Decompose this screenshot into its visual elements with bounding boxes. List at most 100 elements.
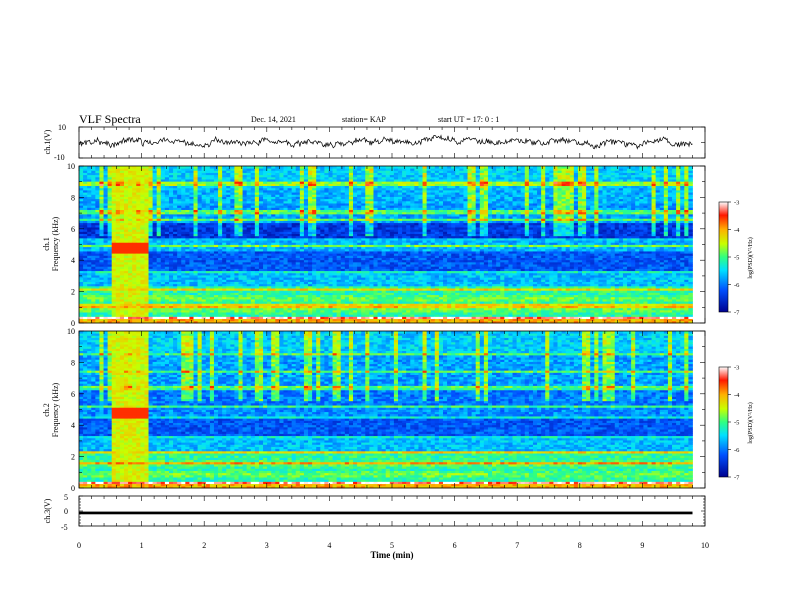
spectrogram-cell [152,261,158,265]
spectrogram-cell [238,231,243,234]
spectrogram-cell [136,316,141,320]
spectrogram-cell [181,203,186,206]
spectrogram-cell [250,296,256,300]
spectrogram-cell [250,261,256,265]
spectrogram-cell [230,174,235,178]
spectrogram-cell [111,309,117,313]
spectrogram-cell [226,296,231,300]
spectrogram-cell [123,261,129,265]
spectrogram-cell [185,213,190,217]
spectrogram-cell [91,166,96,169]
spectrogram-cell [201,183,207,187]
spectrogram-cell [205,200,211,204]
spectrogram-cell [197,292,203,296]
spectrogram-cell [246,285,252,289]
spectrogram-cell [238,198,243,202]
spectrogram-cell [185,318,190,322]
spectrogram-cell [87,237,92,241]
spectrogram-cell [246,314,252,317]
spectrogram-cell [181,288,186,291]
spectrogram-cell [226,227,231,230]
spectrogram-cell [111,222,117,226]
spectrogram-cell [189,283,194,287]
spectrogram-cell [123,314,129,317]
spectrogram-cell [164,296,170,300]
spectrogram-cell [164,303,170,306]
spectrogram-cell [234,312,239,315]
spectrogram-cell [177,229,182,232]
spectrogram-cell [193,227,199,230]
spectrogram-cell [156,292,162,296]
spectrogram-cell [107,312,113,315]
spectrogram-cell [99,240,104,243]
spectrogram-cell [103,220,109,224]
spectrogram-cell [156,312,162,315]
spectrogram-cell [115,248,121,252]
spectrogram-cell [168,185,174,189]
spectrogram-cell [119,281,125,285]
spectrogram-cell [123,189,129,193]
spectrogram-cell [160,259,166,263]
spectrogram-cell [99,281,104,285]
spectrogram-cell [164,266,170,269]
spectrogram-cell [230,203,235,206]
spectrogram-cell [79,272,84,276]
spectrogram-cell [177,248,182,252]
spectrogram-cell [205,264,211,267]
spectrogram-cell [140,320,145,324]
spectrogram-cell [168,237,174,241]
spectrogram-cell [160,288,166,291]
spectrogram-cell [213,314,219,317]
spectrogram-cell [213,259,219,263]
spectrogram-cell [83,176,88,180]
spectrogram-cell [181,270,186,274]
spectrogram-cell [246,318,252,322]
spectrogram-cell [234,216,239,219]
spectrogram-cell [189,229,194,232]
spectrogram-cell [173,237,178,241]
spectrogram-cell [213,216,219,219]
spectrogram-cell [115,192,121,195]
spectrogram-cell [144,296,149,300]
spectrogram-cell [201,314,207,317]
spectrogram-cell [218,288,223,291]
spectrogram-cell [140,281,145,285]
spectrogram-cell [177,181,182,184]
spectrogram-cell [156,261,162,265]
spectrogram-cell [156,305,162,309]
spectrogram-cell [156,198,162,202]
spectrogram-cell [156,290,162,293]
spectrogram-cell [173,272,178,276]
spectrogram-cell [222,312,227,315]
spectrogram-cell [152,174,158,178]
spectrogram-cell [99,242,104,245]
spectrogram-cell [111,209,117,213]
spectrogram-cell [87,240,92,243]
spectrogram-cell [87,213,92,217]
spectrogram-cell [181,168,186,171]
spectrogram-cell [132,176,137,180]
spectrogram-cell [164,257,170,261]
spectrogram-cell [234,316,239,320]
spectrogram-cell [185,220,190,224]
spectrogram-cell [107,285,113,289]
spectrogram-cell [250,211,256,215]
spectrogram-cell [132,272,137,276]
spectrogram-cell [250,209,256,213]
spectrogram-cell [107,224,113,228]
spectrogram-cell [226,244,231,248]
spectrogram-cell [128,303,133,306]
spectrogram-cell [185,172,190,176]
spectrogram-cell [160,218,166,221]
spectrogram-cell [246,305,252,309]
spectrogram-cell [205,240,211,243]
spectrogram-cell [177,185,182,189]
spectrogram-cell [160,279,166,282]
spectrogram-cell [205,246,211,250]
spectrogram-cell [119,307,125,311]
spectrogram-cell [111,213,117,217]
spectrogram-cell [111,207,117,211]
spectrogram-cell [152,272,158,276]
spectrogram-cell [189,183,194,187]
